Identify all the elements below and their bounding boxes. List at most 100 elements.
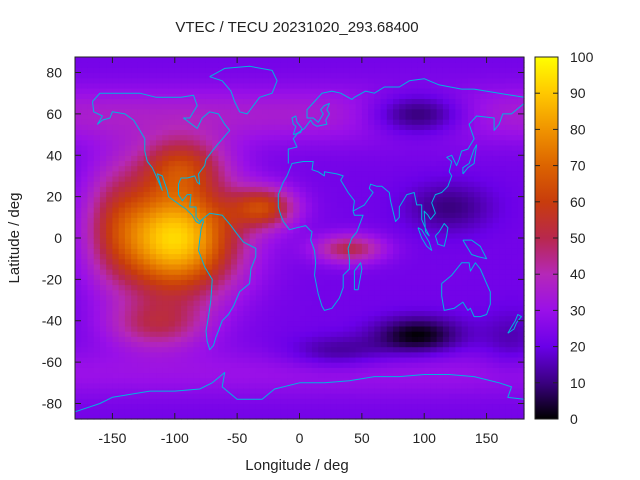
heatmap-cell (218, 196, 226, 203)
heatmap-cell (417, 336, 425, 343)
heatmap-cell (280, 346, 288, 353)
heatmap-cell (343, 398, 350, 405)
heatmap-cell (112, 206, 120, 213)
heatmap-cell (455, 398, 463, 405)
heatmap-cell (212, 305, 220, 311)
heatmap-cell (75, 201, 82, 208)
heatmap-cell (318, 320, 326, 327)
heatmap-cell (124, 336, 132, 343)
heatmap-cell (162, 294, 170, 301)
heatmap-cell (205, 196, 213, 203)
heatmap-cell (162, 305, 170, 311)
heatmap-cell (255, 113, 263, 120)
heatmap-cell (486, 175, 494, 182)
heatmap-cell (249, 325, 257, 332)
heatmap-cell (442, 150, 450, 156)
heatmap-cell (156, 289, 163, 296)
heatmap-cell (436, 181, 444, 187)
heatmap-cell (505, 175, 513, 182)
heatmap-cell (137, 362, 145, 368)
heatmap-cell (287, 67, 294, 74)
heatmap-cell (199, 191, 207, 198)
heatmap-cell (249, 294, 257, 301)
heatmap-cell (349, 403, 357, 410)
heatmap-cell (380, 103, 388, 110)
heatmap-cell (336, 170, 344, 177)
heatmap-cell (237, 238, 244, 244)
heatmap-cell (442, 300, 450, 306)
heatmap-cell (368, 113, 375, 120)
heatmap-cell (124, 315, 132, 322)
heatmap-cell (380, 181, 388, 187)
heatmap-cell (386, 93, 394, 99)
heatmap-cell (361, 408, 369, 415)
heatmap-cell (417, 320, 425, 327)
heatmap-cell (505, 57, 513, 63)
heatmap-cell (511, 274, 519, 280)
heatmap-cell (287, 232, 294, 239)
heatmap-cell (461, 103, 469, 110)
heatmap-cell (299, 243, 307, 249)
heatmap-cell (143, 274, 151, 280)
heatmap-cell (93, 124, 101, 130)
heatmap-cell (492, 315, 500, 322)
heatmap-cell (380, 294, 388, 301)
heatmap-cell (137, 124, 145, 130)
heatmap-cell (436, 98, 444, 105)
heatmap-cell (305, 372, 313, 379)
heatmap-cell (505, 186, 513, 193)
heatmap-cell (293, 103, 301, 110)
heatmap-cell (268, 356, 276, 363)
heatmap-cell (274, 408, 282, 415)
heatmap-cell (467, 408, 475, 415)
heatmap-cell (386, 129, 394, 136)
heatmap-cell (380, 196, 388, 203)
heatmap-cell (174, 227, 182, 234)
heatmap-cell (461, 367, 469, 374)
heatmap-cell (311, 77, 319, 84)
heatmap-cell (461, 222, 469, 229)
heatmap-cell (430, 325, 438, 332)
heatmap-cell (368, 367, 375, 374)
heatmap-cell (293, 186, 301, 193)
heatmap-cell (411, 258, 419, 265)
heatmap-cell (137, 356, 145, 363)
heatmap-cell (143, 144, 151, 151)
heatmap-cell (505, 398, 513, 405)
heatmap-cell (230, 315, 238, 322)
heatmap-cell (492, 129, 500, 136)
heatmap-cell (262, 98, 269, 105)
heatmap-cell (287, 253, 294, 260)
heatmap-cell (112, 196, 120, 203)
heatmap-cell (474, 222, 481, 229)
heatmap-cell (243, 325, 251, 332)
heatmap-cell (75, 305, 82, 311)
heatmap-cell (424, 222, 432, 229)
heatmap-cell (380, 212, 388, 218)
heatmap-cell (455, 336, 463, 343)
heatmap-cell (193, 258, 201, 265)
heatmap-cell (330, 129, 338, 136)
heatmap-cell (249, 362, 257, 368)
heatmap-cell (480, 279, 488, 286)
heatmap-cell (299, 67, 307, 74)
heatmap-cell (131, 253, 138, 260)
heatmap-cell (299, 160, 307, 167)
heatmap-cell (393, 377, 400, 384)
heatmap-cell (336, 387, 344, 394)
heatmap-cell (237, 243, 244, 249)
heatmap-cell (287, 186, 294, 193)
heatmap-cell (274, 413, 282, 420)
heatmap-cell (149, 88, 157, 94)
heatmap-cell (405, 284, 413, 291)
heatmap-cell (106, 398, 114, 405)
heatmap-cell (393, 93, 400, 99)
heatmap-cell (311, 372, 319, 379)
heatmap-cell (230, 320, 238, 327)
heatmap-cell (311, 201, 319, 208)
heatmap-cell (499, 212, 506, 218)
heatmap-cell (262, 382, 269, 389)
heatmap-cell (293, 325, 301, 332)
heatmap-cell (492, 325, 500, 332)
heatmap-cell (299, 57, 307, 63)
